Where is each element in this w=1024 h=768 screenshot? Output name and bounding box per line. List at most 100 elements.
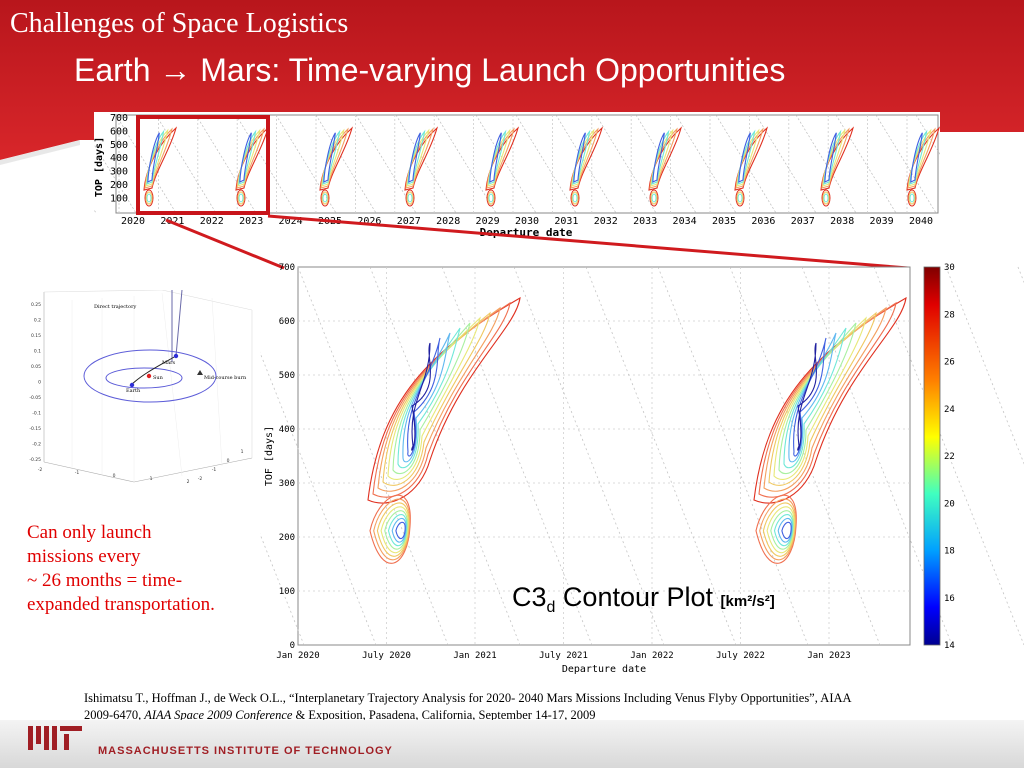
- strip-x-tick: 2032: [594, 216, 618, 227]
- citation-line-1: Ishimatsu T., Hoffman J., de Weck O.L., …: [84, 691, 852, 705]
- colorbar-tick: 24: [944, 405, 955, 415]
- strip-x-tick: 2036: [751, 216, 775, 227]
- strip-x-tick: 2040: [909, 216, 933, 227]
- contour-line: [411, 342, 431, 451]
- contour-line: [763, 306, 887, 492]
- launch-window-contours: [367, 296, 521, 504]
- strip-y-tick: 300: [110, 167, 128, 178]
- orbit-z-tick: -0.1: [32, 411, 41, 417]
- strip-launch-window: [485, 126, 520, 207]
- citation-id: 2009-6470: [84, 708, 139, 722]
- strip-x-tick: 2035: [712, 216, 736, 227]
- contour-line: [777, 518, 793, 543]
- contour-line: [376, 502, 410, 557]
- strip-launch-window: [906, 126, 940, 207]
- strip-x-tick: 2020: [121, 216, 145, 227]
- strip-x-tick: 2026: [357, 216, 381, 227]
- strip-launch-window: [404, 126, 439, 207]
- contour-line: [768, 311, 877, 486]
- citation: Ishimatsu T., Hoffman J., de Weck O.L., …: [84, 690, 1024, 726]
- strip-x-tick: 2034: [673, 216, 697, 227]
- contour-line: [369, 494, 411, 564]
- footer-bar: [0, 720, 1024, 768]
- colorbar-tick: 20: [944, 499, 955, 509]
- contour-line: [372, 301, 511, 498]
- main-y-tick: 100: [279, 587, 295, 597]
- colorbar-tick: 14: [944, 641, 955, 651]
- label-direct-trajectory: Direct trajectory: [94, 304, 136, 310]
- strip-launch-window: [569, 126, 604, 207]
- contour-line: [377, 306, 501, 492]
- caption-line-1: Can only launch: [27, 522, 152, 543]
- contour-line: [391, 518, 407, 543]
- main-x-tick: Jan 2021: [453, 651, 496, 661]
- citation-line-2: 2009-6470, AIAA Space 2009 Conference & …: [84, 707, 1024, 724]
- strip-x-tick: 2028: [436, 216, 460, 227]
- main-y-tick: 700: [279, 263, 295, 273]
- contour-line: [387, 514, 408, 547]
- main-y-tick: 200: [279, 533, 295, 543]
- plot-label-text: Contour Plot: [555, 582, 721, 612]
- main-x-tick: July 2022: [716, 651, 765, 661]
- contour-line: [773, 514, 794, 547]
- mit-logo-icon: [28, 726, 82, 750]
- main-x-tick: Jan 2022: [630, 651, 673, 661]
- orbit-z-tick: -0.15: [29, 426, 41, 432]
- strip-y-tick: 700: [110, 113, 128, 124]
- strip-x-tick: 2037: [791, 216, 815, 227]
- main-y-tick: 500: [279, 371, 295, 381]
- contour-line: [778, 322, 857, 475]
- strip-y-tick: 100: [110, 193, 128, 204]
- main-x-axis-label: Departure date: [562, 664, 646, 675]
- strip-x-tick: 2033: [633, 216, 657, 227]
- main-y-tick: 300: [279, 479, 295, 489]
- strip-x-tick: 2030: [515, 216, 539, 227]
- contour-line: [407, 337, 441, 457]
- zoom-box: [136, 115, 270, 215]
- strip-launch-window: [319, 126, 354, 207]
- orbit-z-tick: -0.2: [32, 442, 41, 448]
- main-x-tick: Jan 2020: [276, 651, 319, 661]
- colorbar-tick: 16: [944, 594, 955, 604]
- orbit-z-tick: 0.2: [34, 318, 41, 324]
- caption-line-2: missions every: [27, 546, 141, 567]
- colorbar-tick: 28: [944, 310, 955, 320]
- citation-venue: & Exposition, Pasadena, California, Sept…: [292, 708, 596, 722]
- contour-line: [773, 316, 867, 481]
- contour-line: [758, 301, 897, 498]
- orbit-y-tick: 1: [241, 449, 244, 455]
- strip-y-tick: 200: [110, 180, 128, 191]
- launch-window-strip-chart: TOP [days] Departure date 70060050040030…: [94, 112, 940, 242]
- contour-line: [392, 322, 471, 475]
- contour-line: [766, 506, 795, 554]
- contour-line: [781, 521, 792, 540]
- contour-line: [373, 498, 410, 561]
- orbit-y-tick: 0: [227, 458, 230, 464]
- contour-line: [380, 506, 409, 554]
- contour-line: [382, 311, 491, 486]
- main-y-tick: 0: [290, 641, 295, 651]
- colorbar-tick: 18: [944, 547, 955, 557]
- strip-y-tick: 500: [110, 140, 128, 151]
- orbit-z-tick: 0.05: [31, 364, 41, 370]
- contour-line: [387, 316, 481, 481]
- orbit-x-tick: -2: [38, 467, 43, 473]
- contour-line: [384, 510, 408, 550]
- colorbar-tick: 22: [944, 452, 955, 462]
- launch-window-contours: [753, 296, 907, 504]
- strip-launch-window: [143, 126, 178, 207]
- contour-line: [793, 337, 827, 457]
- contour-line: [395, 521, 406, 540]
- contour-line: [402, 332, 451, 463]
- orbit-z-tick: 0.15: [31, 333, 41, 339]
- strip-x-tick: 2031: [554, 216, 578, 227]
- strip-x-tick: 2027: [397, 216, 421, 227]
- strip-launch-window: [648, 126, 683, 207]
- section-title: Challenges of Space Logistics: [10, 8, 349, 39]
- orbit-x-tick: 1: [150, 476, 153, 482]
- main-x-tick: Jan 2023: [807, 651, 850, 661]
- slide-title: Earth → Mars: Time-varying Launch Opport…: [74, 52, 786, 88]
- orbit-x-tick: -1: [75, 470, 80, 476]
- strip-x-tick: 2023: [239, 216, 263, 227]
